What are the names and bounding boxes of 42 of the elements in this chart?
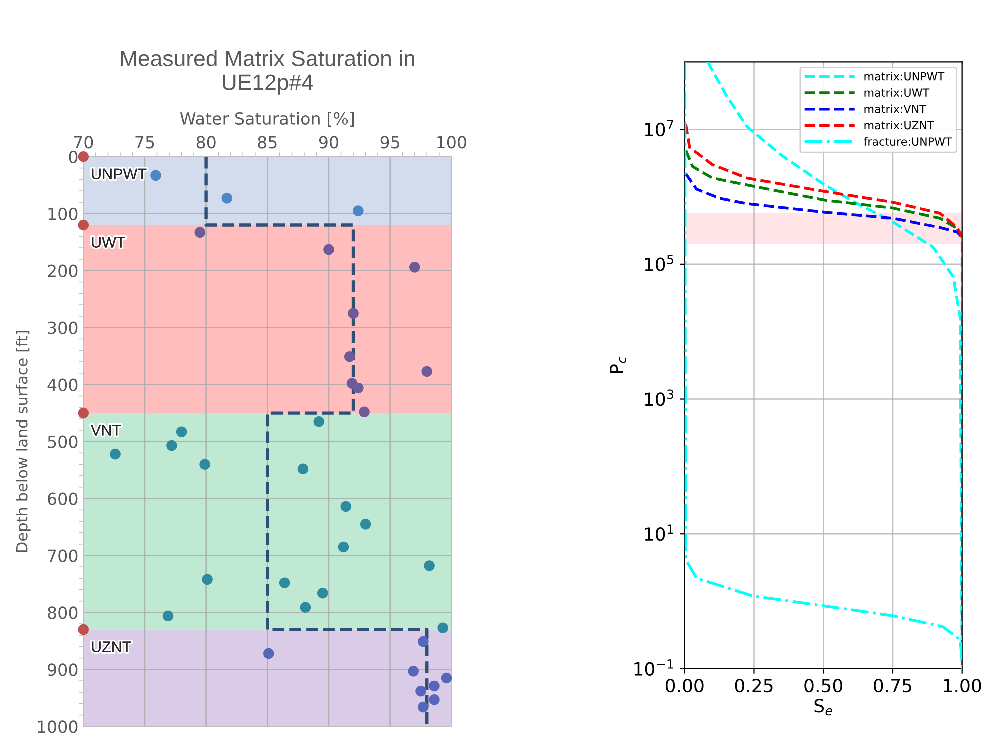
x-tick-label: 80: [196, 136, 216, 149]
x-tick-label: 75: [136, 136, 154, 149]
x-tick-label: 0.25: [735, 679, 773, 693]
y-axis-title: Depth below land surface [ft]: [16, 331, 31, 552]
y-tick-label: 300: [48, 322, 78, 334]
y-tick-label: 0: [69, 150, 78, 164]
y-tick-label: 10$^{3}$: [645, 390, 674, 406]
y-tick-label: 600: [48, 492, 78, 506]
x-tick-label: 0.50: [804, 679, 843, 693]
y-tick-label: 700: [48, 550, 78, 562]
band-label: UZNT: [92, 642, 132, 652]
x-tick-label: 100: [438, 136, 466, 149]
y-tick-label: 800: [48, 606, 78, 620]
x-tick-label: 1.00: [944, 679, 982, 693]
y-tick-label: 10$^{5}$: [645, 255, 674, 272]
legend-label: fracture:UNPWT: [864, 137, 952, 146]
y-tick-label: 400: [48, 378, 78, 392]
x-tick-label: 95: [380, 136, 400, 149]
y-tick-label: 10$^{1}$: [645, 524, 674, 542]
y-tick-label: 100: [48, 208, 78, 220]
x-tick-label: 0.75: [874, 679, 912, 693]
band-label: VNT: [91, 425, 122, 436]
x-axis-title: S$_{e}$: [814, 699, 832, 716]
x-tick-label: 0.00: [666, 679, 704, 693]
y-axis-title: P$_{c}$: [610, 357, 627, 374]
x-axis-title: Water Saturation [%]: [180, 112, 354, 127]
y-tick-label: 200: [48, 264, 78, 278]
y-tick-label: 500: [48, 436, 78, 448]
y-tick-label: 10$^{7}$: [645, 120, 674, 137]
chart-title: Measured Matrix Saturation in UE12p#4: [121, 50, 414, 95]
y-tick-label: 900: [48, 664, 78, 676]
x-tick-label: 70: [74, 136, 94, 149]
legend-label: matrix:VNT: [864, 104, 926, 114]
band-label: UWT: [92, 237, 126, 248]
y-tick-label: 10$^{−1}$: [634, 660, 674, 676]
y-tick-label: 1000: [38, 720, 78, 734]
legend-label: matrix:UZNT: [864, 121, 934, 130]
x-tick-label: 85: [258, 136, 277, 149]
x-tick-label: 90: [319, 136, 338, 149]
legend-label: matrix:UNPWT: [864, 72, 945, 81]
legend-label: matrix:UWT: [864, 88, 930, 98]
band-label: UNPWT: [92, 168, 147, 180]
